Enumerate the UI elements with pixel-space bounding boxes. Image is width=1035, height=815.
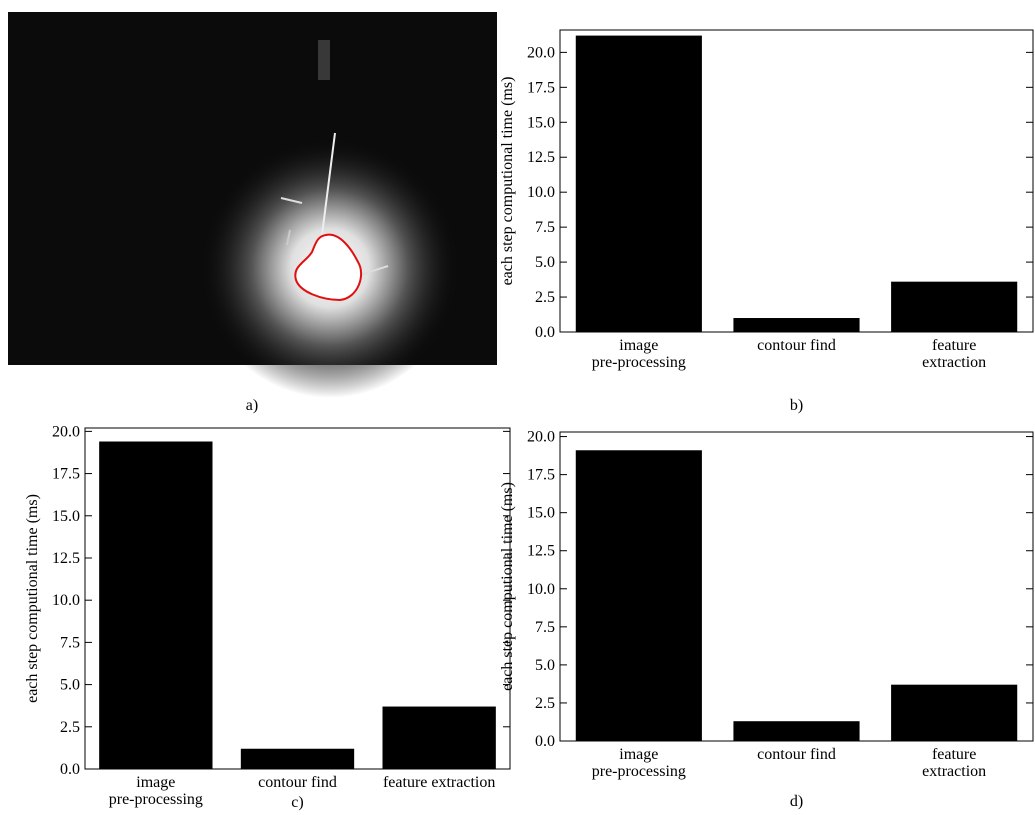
y-tick-label: 15.0 (52, 508, 80, 525)
y-tick-label: 2.5 (60, 719, 80, 736)
y-tick-label: 10.0 (527, 184, 555, 201)
bar (891, 281, 1018, 332)
bar (99, 441, 213, 769)
y-axis-label: each step computional time (ms) (499, 77, 516, 286)
y-tick-label: 12.5 (52, 550, 80, 567)
y-tick-label: 7.5 (535, 219, 555, 236)
panel-caption: d) (790, 793, 803, 810)
x-tick-label: feature extraction (922, 746, 987, 780)
x-tick-label: contour find (757, 746, 836, 763)
y-tick-label: 20.0 (527, 44, 555, 61)
bar (733, 721, 860, 741)
x-tick-label: image pre-processing (108, 774, 203, 808)
y-tick-label: 12.5 (527, 149, 555, 166)
bar (382, 706, 496, 769)
y-tick-label: 7.5 (60, 634, 80, 651)
bar (891, 684, 1018, 741)
y-tick-label: 10.0 (527, 581, 555, 598)
y-axis-label: each step computional time (ms) (24, 494, 41, 703)
bar (733, 318, 860, 332)
y-tick-label: 17.5 (527, 79, 555, 96)
y-tick-label: 2.5 (535, 289, 555, 306)
plot-frame (559, 29, 1034, 333)
x-tick-label: feature extraction (382, 774, 496, 791)
y-tick-label: 0.0 (535, 733, 555, 750)
y-tick-label: 15.0 (527, 114, 555, 131)
panel-caption: c) (291, 794, 303, 811)
y-axis-label: each step computional time (ms) (499, 482, 516, 691)
panel-caption: b) (790, 397, 803, 414)
x-tick-label: contour find (258, 774, 337, 791)
bar (240, 748, 355, 769)
y-tick-label: 20.0 (527, 429, 555, 446)
x-tick-label: image pre-processing (591, 337, 686, 371)
y-tick-label: 12.5 (527, 543, 555, 560)
y-tick-label: 17.5 (527, 467, 555, 484)
y-tick-label: 0.0 (535, 324, 555, 341)
y-tick-label: 5.0 (535, 657, 555, 674)
y-tick-label: 7.5 (535, 619, 555, 636)
y-tick-label: 20.0 (52, 423, 80, 440)
bar (575, 450, 702, 741)
panel-caption: a) (246, 397, 258, 414)
x-tick-label: image pre-processing (591, 746, 686, 780)
y-tick-label: 5.0 (535, 254, 555, 271)
y-tick-label: 10.0 (52, 592, 80, 609)
bar (575, 35, 702, 333)
y-tick-label: 15.0 (527, 505, 555, 522)
plot-frame (559, 431, 1034, 742)
plot-frame (84, 427, 511, 770)
y-tick-label: 2.5 (535, 695, 555, 712)
x-tick-label: contour find (757, 337, 836, 354)
weld-image (8, 12, 497, 398)
x-tick-label: feature extraction (922, 337, 987, 371)
y-tick-label: 17.5 (52, 466, 80, 483)
y-tick-label: 5.0 (60, 677, 80, 694)
y-tick-label: 0.0 (60, 761, 80, 778)
